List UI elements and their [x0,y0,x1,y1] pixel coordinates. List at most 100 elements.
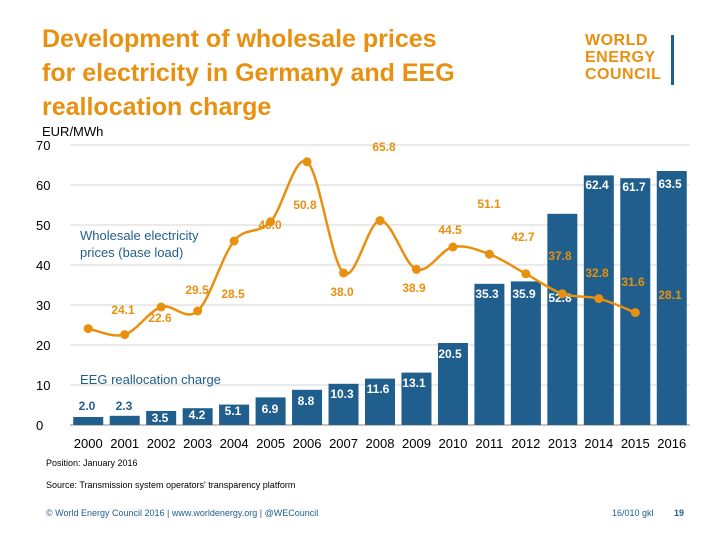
x-tick-label: 2006 [293,436,322,451]
bar-eeg-2005 [255,397,286,425]
x-tick-label: 2003 [183,436,212,451]
x-tick-label: 2000 [74,436,103,451]
page-title: Development of wholesale prices for elec… [42,25,455,121]
y-tick-label: 0 [36,418,43,433]
point-wholesale-2013 [557,289,567,299]
x-tick-label: 2007 [329,436,358,451]
bar-eeg-2007 [328,383,359,425]
line-label-wholesale: 22.6 [148,311,172,325]
line-label-wholesale: 31.6 [621,275,645,289]
bar-label-eeg: 20.5 [438,347,462,361]
world-energy-council-logo: WORLD ENERGY COUNCIL [585,32,674,85]
bar-label-eeg: 35.9 [512,287,536,301]
line-label-wholesale: 50.8 [293,198,317,212]
line-label-wholesale: 51.1 [477,197,501,211]
point-wholesale-2014 [594,294,604,304]
x-tick-label: 2010 [438,436,467,451]
bar-eeg-2016 [656,171,687,425]
position-note: Position: January 2016 [46,458,138,468]
source-note: Source: Transmission system operators' t… [46,480,296,490]
line-label-wholesale: 46.0 [258,218,282,232]
point-wholesale-2008 [375,216,385,226]
point-wholesale-2011 [484,249,494,259]
x-tick-label: 2001 [110,436,139,451]
point-wholesale-2015 [630,308,640,318]
bar-eeg-2011 [474,283,505,425]
bar-label-eeg: 3.5 [152,411,169,425]
line-label-wholesale: 29.5 [185,283,209,297]
bar-eeg-2002 [146,411,177,425]
line-label-wholesale: 38.0 [330,285,354,299]
bar-label-eeg: 8.8 [298,394,315,408]
line-label-wholesale: 28.5 [221,287,245,301]
bar-eeg-2000 [73,417,104,425]
bar-label-eeg: 11.6 [367,382,390,396]
point-wholesale-2012 [521,269,531,279]
bar-eeg-2001 [109,415,140,425]
x-tick-label: 2002 [147,436,176,451]
line-label-wholesale: 32.8 [585,266,609,280]
logo-line-2: ENERGY [585,49,656,66]
point-wholesale-2006 [302,157,312,167]
line-wholesale-price [87,159,636,337]
legend-bar-label: EEG reallocation charge [80,372,221,387]
bar-label-eeg: 61.7 [622,180,646,194]
logo-line-1: WORLD [585,32,648,49]
bar-eeg-2004 [219,404,250,425]
bar-label-eeg: 63.5 [658,177,682,191]
bar-label-eeg: 5.1 [225,404,242,418]
bar-eeg-2010 [437,343,468,425]
x-tick-label: 2009 [402,436,431,451]
bar-label-eeg: 6.9 [262,402,279,416]
x-tick-label: 2012 [511,436,540,451]
reference-code: 16/010 gkl [612,508,654,518]
point-wholesale-2000 [83,324,93,334]
point-wholesale-2007 [339,268,349,278]
point-wholesale-2002 [156,302,166,312]
bar-eeg-2009 [401,372,432,425]
line-label-wholesale: 37.8 [548,249,572,263]
x-tick-label: 2004 [220,436,249,451]
point-wholesale-2003 [193,306,203,316]
x-tick-label: 2013 [548,436,577,451]
point-wholesale-2005 [266,217,276,227]
x-tick-label: 2008 [366,436,395,451]
bar-label-eeg: 2.0 [79,399,96,413]
bar-eeg-2012 [510,281,541,425]
y-tick-label: 50 [36,218,50,233]
y-axis-unit-label: EUR/MWh [42,124,104,139]
y-tick-label: 40 [36,258,50,273]
legend-line-label: prices (base load) [80,245,183,260]
line-label-wholesale: 44.5 [438,223,462,237]
point-wholesale-2001 [120,330,130,340]
y-tick-label: 30 [36,298,50,313]
x-tick-label: 2015 [621,436,650,451]
bar-label-eeg: 4.2 [189,408,206,422]
page-number: 19 [674,508,685,518]
bar-eeg-2015 [620,178,651,425]
x-tick-label: 2011 [475,436,503,451]
y-tick-label: 70 [36,138,50,153]
bar-eeg-2008 [365,378,395,425]
point-wholesale-2009 [411,264,421,274]
bar-label-eeg: 62.4 [585,178,609,192]
line-label-wholesale: 42.7 [511,230,535,244]
line-label-wholesale: 24.1 [111,303,135,317]
bar-eeg-2013 [547,213,578,425]
y-tick-label: 20 [36,338,50,353]
bar-label-eeg: 2.3 [116,399,133,413]
bar-label-eeg: 35.3 [475,287,499,301]
line-label-wholesale: 38.9 [402,281,426,295]
bar-label-eeg: 10.3 [330,387,354,401]
legend-line-label: Wholesale electricity [80,228,199,243]
footer-text: © World Energy Council 2016 | www.worlde… [46,508,319,518]
x-tick-label: 2014 [584,436,613,451]
line-label-wholesale: 65.8 [372,140,396,154]
y-tick-label: 60 [36,178,50,193]
x-tick-label: 2005 [256,436,285,451]
logo-line-3: COUNCIL [585,66,662,83]
line-label-wholesale: 28.1 [658,288,682,302]
x-tick-label: 2016 [657,436,686,451]
point-wholesale-2004 [229,236,239,246]
